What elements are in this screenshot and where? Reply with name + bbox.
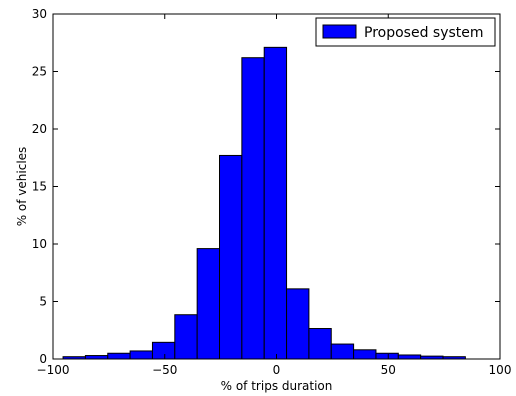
y-tick-label: 5 — [39, 295, 47, 309]
legend-swatch — [322, 24, 357, 39]
histogram-bar — [241, 57, 265, 360]
y-tick-label: 30 — [32, 7, 47, 21]
histogram-bar — [196, 248, 221, 360]
histogram-bar — [397, 354, 422, 360]
x-tick-label: 100 — [489, 363, 512, 377]
y-axis-label: % of vehicles — [15, 147, 29, 227]
y-tick-label: 25 — [32, 65, 47, 79]
bars-group — [62, 46, 466, 360]
histogram-bar — [174, 314, 198, 360]
x-tick-label: −50 — [152, 363, 177, 377]
x-tick-label: 50 — [381, 363, 396, 377]
histogram-bar — [308, 328, 332, 360]
x-tick-label: −100 — [37, 363, 70, 377]
histogram-bar — [330, 343, 355, 360]
histogram-bar — [219, 154, 243, 360]
legend: Proposed system — [315, 17, 496, 47]
histogram-bar — [375, 352, 399, 360]
histogram-bar — [84, 355, 109, 360]
histogram-bar — [151, 341, 176, 360]
legend-label: Proposed system — [364, 25, 484, 41]
histogram-bar — [129, 350, 153, 360]
y-tick-label: 10 — [32, 237, 47, 251]
histogram-bar — [286, 288, 310, 360]
histogram-bar — [107, 352, 131, 360]
y-tick-label: 20 — [32, 122, 47, 136]
x-axis-label: % of trips duration — [221, 379, 333, 393]
x-tick-label: 0 — [273, 363, 281, 377]
ticks-group: −100 −50 0 50 100 0 5 10 15 20 25 30 — [32, 7, 512, 377]
y-tick-label: 0 — [39, 352, 47, 366]
histogram-bar — [263, 46, 288, 360]
y-tick-label: 15 — [32, 180, 47, 194]
histogram-bar — [353, 349, 377, 360]
